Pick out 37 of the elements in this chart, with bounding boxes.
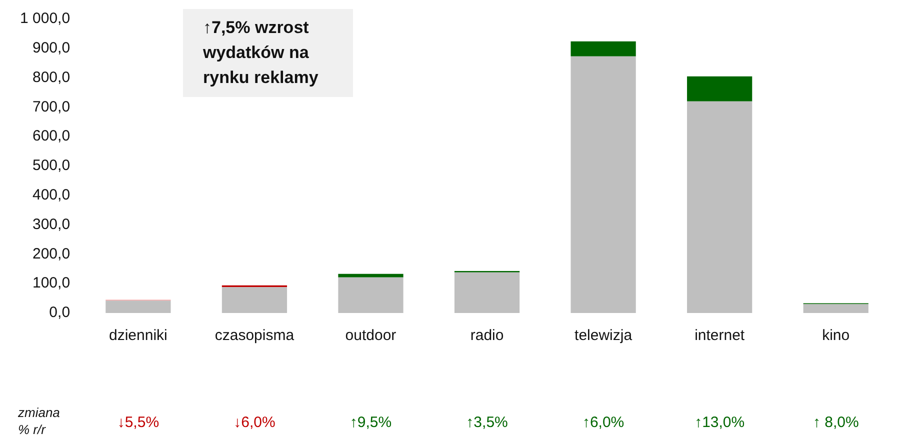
- bar: [803, 304, 868, 313]
- bar: [454, 272, 520, 313]
- y-tick-label: 700,0: [32, 98, 70, 116]
- x-tick-label: radio: [470, 327, 504, 344]
- x-tick-label: telewizja: [574, 327, 633, 344]
- text: ↑6,0%: [582, 414, 624, 432]
- x-tick-label: outdoor: [345, 327, 396, 344]
- x-tick-label: kino: [822, 327, 850, 344]
- y-tick-label: 300,0: [32, 216, 70, 233]
- text: ↑9,5%: [350, 414, 392, 432]
- bar: [570, 56, 636, 313]
- text: ↓5,5%: [117, 414, 160, 432]
- y-tick-label: 900,0: [32, 40, 70, 57]
- text: ↑ 8,0%: [812, 414, 859, 432]
- y-tick-label: 200,0: [32, 245, 70, 262]
- y-tick-label: 0,0: [49, 304, 70, 322]
- text: ↓6,0%: [234, 414, 276, 432]
- bar: [570, 41, 636, 56]
- x-tick-label: dzienniki: [109, 327, 168, 344]
- bar: [338, 274, 404, 278]
- y-tick-label: 1 000,0: [20, 10, 70, 28]
- text: ↑13,0%: [694, 414, 745, 432]
- bar: [338, 277, 404, 313]
- x-tick-label: internet: [694, 327, 746, 344]
- text: zmiana % r/r: [18, 404, 61, 438]
- y-tick-label: 600,0: [32, 128, 70, 145]
- bar: [687, 76, 752, 102]
- bar: [106, 300, 171, 313]
- y-tick-label: 800,0: [32, 68, 70, 86]
- note-box: ↑7,5% wzrost wydatków na rynku reklamy: [183, 9, 353, 97]
- x-tick-label: czasopisma: [214, 327, 295, 344]
- bar: [687, 101, 752, 313]
- y-tick-label: 400,0: [32, 186, 70, 204]
- text: ↑3,5%: [466, 414, 508, 432]
- bar: [222, 287, 288, 313]
- y-tick-label: 500,0: [32, 157, 70, 174]
- y-tick-label: 100,0: [32, 274, 70, 292]
